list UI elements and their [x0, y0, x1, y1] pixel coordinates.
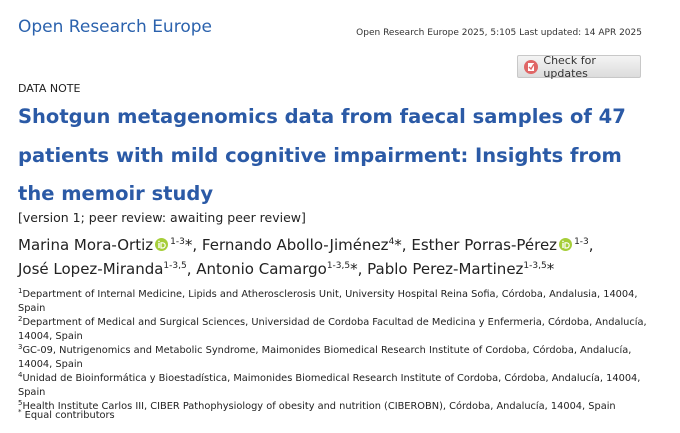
author: Antonio Camargo1-3,5*, [196, 260, 362, 278]
author: Marina Mora-Ortiz 1-3*, [18, 236, 197, 254]
affiliation-text: Unidad de Bioinformática y Bioestadístic… [18, 373, 641, 398]
author-suffix: *, [394, 236, 407, 254]
author-suffix: * [546, 260, 555, 278]
orcid-icon[interactable] [559, 238, 573, 251]
author-suffix: *, [350, 260, 363, 278]
version: [version 1; peer review: awaiting peer r… [18, 210, 306, 225]
affiliation: 1Department of Internal Medicine, Lipids… [18, 288, 658, 316]
author-affiliation: 1-3,5 [523, 261, 547, 271]
author-suffix: *, [184, 236, 198, 254]
author-suffix: , [588, 236, 594, 254]
author-name[interactable]: Esther Porras-Pérez [411, 236, 558, 254]
article-title: Shotgun metagenomics data from faecal sa… [18, 105, 626, 205]
affiliation-number: 5 [18, 399, 23, 407]
author-affiliation: 1-3,5 [163, 261, 187, 271]
check-label: Check for updates [543, 53, 596, 80]
affiliation-number: 4 [18, 371, 23, 379]
citation: Open Research Europe 2025, 5:105 Last up… [356, 28, 642, 38]
footnote-text: Equal contributors [24, 410, 115, 421]
authors: Marina Mora-Ortiz 1-3*, Fernando Abollo-J… [18, 233, 658, 281]
affiliation: 2Department of Medical and Surgical Scie… [18, 316, 658, 344]
author-suffix: , [186, 260, 192, 278]
author-name[interactable]: Pablo Perez-Martinez [367, 260, 524, 278]
author-name[interactable]: Antonio Camargo [196, 260, 327, 278]
author-affiliation: 1-3 [574, 237, 589, 247]
article-type: DATA NOTE [18, 82, 81, 95]
affiliation-number: 1 [18, 287, 23, 295]
author: Pablo Perez-Martinez1-3,5* [367, 260, 554, 278]
orcid-icon[interactable] [155, 238, 169, 251]
affiliation-text: GC-09, Nutrigenomics and Metabolic Syndr… [18, 345, 632, 370]
author-affiliation: 1-3 [170, 237, 185, 247]
affiliation-text: Department of Internal Medicine, Lipids … [18, 289, 638, 314]
affiliation: 3GC-09, Nutrigenomics and Metabolic Synd… [18, 344, 658, 372]
affiliation: 4Unidad de Bioinformática y Bioestadísti… [18, 372, 658, 400]
journal-name[interactable]: Open Research Europe [18, 17, 212, 37]
affiliation-number: 3 [18, 343, 23, 351]
affiliation-text: Department of Medical and Surgical Scien… [18, 317, 647, 342]
author-name[interactable]: Fernando Abollo-Jiménez [201, 236, 389, 254]
author-name[interactable]: Marina Mora-Ortiz [18, 236, 154, 254]
author-name[interactable]: José Lopez-Miranda [18, 260, 164, 278]
author-affiliation: 1-3,5 [326, 261, 351, 271]
author-affiliation: 4 [388, 237, 395, 247]
affiliation-number: 2 [18, 315, 23, 323]
footnote: * Equal contributors [18, 408, 115, 422]
footnote-mark: * [18, 408, 22, 416]
affiliation: 5Health Institute Carlos III, CIBER Path… [18, 400, 658, 414]
affiliation-text: Health Institute Carlos III, CIBER Patho… [22, 401, 616, 412]
check-updates-button[interactable]: Check for updates [517, 53, 641, 80]
author: José Lopez-Miranda1-3,5, [18, 260, 192, 278]
check-icon [524, 59, 538, 74]
author: Esther Porras-Pérez 1-3, [411, 236, 593, 254]
affiliations: 1Department of Internal Medicine, Lipids… [18, 288, 658, 414]
author: Fernando Abollo-Jiménez4*, [202, 236, 407, 254]
